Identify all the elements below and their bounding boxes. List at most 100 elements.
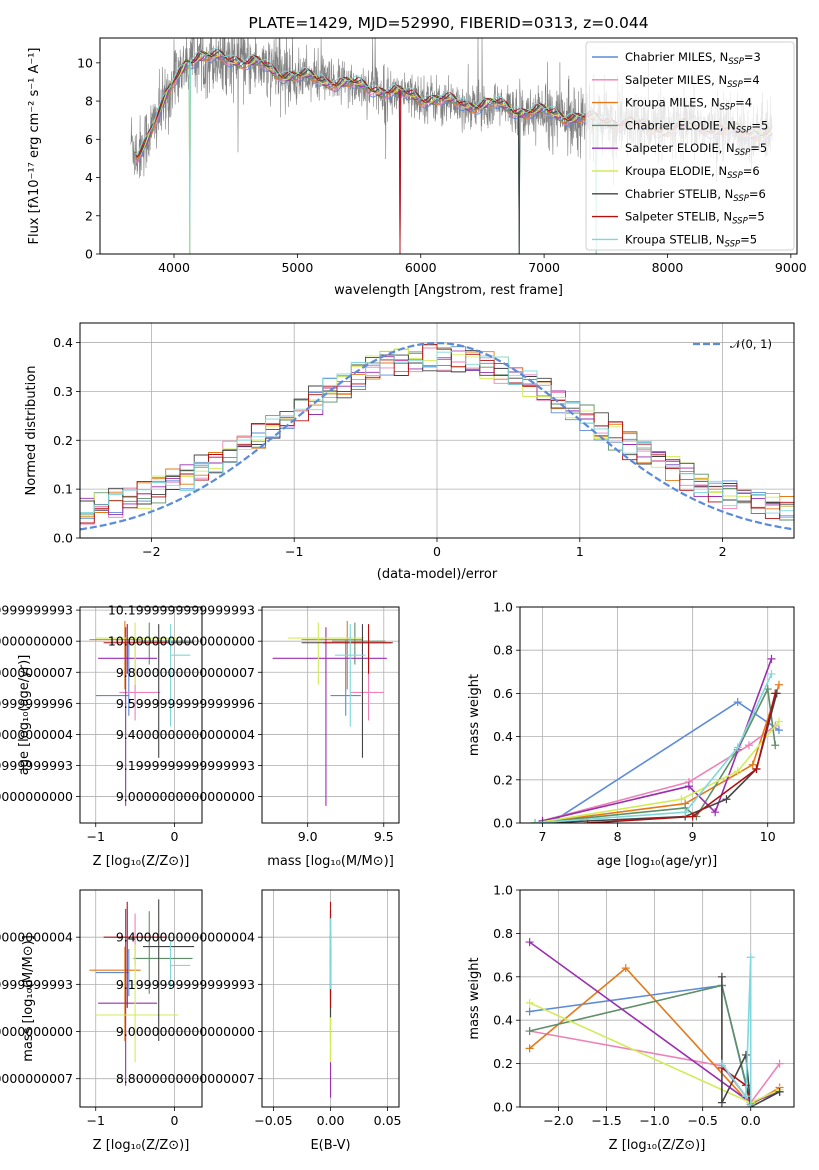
mass-vs-Z-ytick-label-3: 9.4000000000000004 bbox=[0, 930, 73, 945]
mass-weight-vs-age-ytick-label-2: 0.4 bbox=[493, 729, 513, 744]
mass-weight-vs-Z-marker-2-0 bbox=[525, 1044, 534, 1053]
spectrum-xtick-label-2: 6000 bbox=[405, 260, 437, 275]
mass-weight-vs-Z-marker-2-1 bbox=[621, 964, 630, 973]
age-vs-Z-ytick-label-3: 9.5999999999999996 bbox=[0, 696, 73, 711]
mass-weight-vs-age-xlabel: age [log₁₀(age/yr)] bbox=[597, 854, 718, 869]
mass-weight-vs-age-series-5 bbox=[534, 720, 780, 823]
legend-label-6: Chabrier STELIB, NSSP=6 bbox=[625, 187, 766, 204]
mass-weight-vs-Z-xtick-label-4: 0.0 bbox=[741, 1113, 761, 1128]
mass-weight-vs-Z-marker-6-2 bbox=[741, 1050, 750, 1059]
residuals-ytick-label-3: 0.3 bbox=[53, 384, 73, 399]
residuals-xtick-label-3: 1 bbox=[576, 544, 584, 559]
spectrum-ytick-label-2: 4 bbox=[85, 170, 93, 185]
mass-weight-vs-age-panel: 7 8 9 10 0.0 0.2 0.4 0.6 0.8 1.0 age [log₁₀(age/yr… bbox=[467, 600, 795, 869]
residuals-xtick-label-1: −1 bbox=[285, 544, 303, 559]
age-vs-Z-ytick-label-5: 10.0000000000000000 bbox=[0, 634, 73, 649]
age-vs-Z-xtick-label-1: 0 bbox=[170, 829, 178, 844]
gaussian-legend-label: 𝒩(0, 1) bbox=[730, 337, 772, 351]
mass-weight-vs-Z-marker-6-0 bbox=[717, 972, 726, 981]
mass-vs-Z-xtick-label-0: −1 bbox=[87, 1113, 105, 1128]
age-vs-Z-ytick-label-2: 9.4000000000000004 bbox=[0, 727, 73, 742]
residuals-ytick-label-0: 0.0 bbox=[53, 531, 73, 546]
legend-label-7: Salpeter STELIB, NSSP=5 bbox=[625, 210, 765, 227]
mass-vs-Z-ytick-label-1: 9.0000000000000000 bbox=[0, 1024, 73, 1039]
mass-weight-vs-Z-marker-8-2 bbox=[746, 953, 755, 962]
age-vs-Z-frame bbox=[79, 606, 203, 824]
age-vs-Z-ytick-label-1: 9.1999999999999993 bbox=[0, 758, 73, 773]
mass-weight-vs-age-ytick-label-0: 0.0 bbox=[493, 816, 513, 831]
age-vs-Z-plot-area bbox=[89, 620, 195, 806]
mass-weight-vs-age-series-4 bbox=[542, 658, 773, 822]
age-vs-mass-xlabel: mass [log₁₀(M/M⊙)] bbox=[267, 854, 394, 869]
spectrum-legend-box bbox=[585, 41, 795, 251]
residuals-xtick-label-0: −2 bbox=[142, 544, 160, 559]
mass-weight-vs-age-plot-area bbox=[531, 654, 783, 823]
mass-weight-vs-Z-marker-1-3 bbox=[775, 1059, 784, 1068]
residuals-ylabel: Normed distribution bbox=[24, 366, 39, 496]
mass-weight-vs-Z-xtick-label-2: −1.0 bbox=[639, 1113, 669, 1128]
mass-vs-EBV-xlabel: E(B-V) bbox=[310, 1138, 350, 1153]
spectrum-panel: 4000 5000 6000 7000 8000 9000 0 2 4 6 8 10 PLATE=142… bbox=[27, 14, 807, 298]
mass-weight-vs-age-marker-5-2 bbox=[733, 767, 742, 776]
mass-weight-vs-age-marker-4-1 bbox=[684, 782, 693, 791]
mass-weight-vs-age-xtick-label-2: 9 bbox=[689, 829, 697, 844]
mass-weight-vs-Z-marker-6-1 bbox=[717, 1098, 726, 1107]
histogram-kroupa-stelib bbox=[80, 350, 794, 514]
mass-weight-vs-age-series-7 bbox=[587, 693, 776, 823]
mass-weight-vs-Z-marker-0-0 bbox=[525, 1007, 534, 1016]
spectrum-legend: Chabrier MILES, NSSP=3 Salpeter MILES, NS… bbox=[585, 41, 795, 251]
mass-weight-vs-age-marker-8-1 bbox=[681, 808, 690, 817]
mass-weight-vs-age-marker-7-0 bbox=[583, 819, 592, 823]
spectrum-ytick-label-4: 8 bbox=[85, 94, 93, 109]
chart-title: PLATE=1429, MJD=52990, FIBERID=0313, z=0… bbox=[248, 14, 648, 32]
mass-weight-vs-age-series-6 bbox=[542, 693, 778, 823]
mass-vs-EBV-frame bbox=[261, 889, 400, 1108]
mass-vs-EBV-xtick-label-0: −0.05 bbox=[254, 1113, 292, 1128]
mass-vs-Z-plot-area bbox=[89, 899, 195, 1086]
mass-weight-vs-Z-marker-5-0 bbox=[525, 998, 534, 1007]
spectrum-xtick-label-4: 8000 bbox=[652, 260, 684, 275]
mass-weight-vs-Z-ytick-label-2: 0.4 bbox=[493, 1013, 513, 1028]
spectrum-xtick-label-0: 4000 bbox=[158, 260, 190, 275]
mass-weight-vs-age-marker-0-1 bbox=[733, 698, 742, 707]
spectrum-ytick-label-1: 2 bbox=[85, 208, 93, 223]
mass-weight-vs-age-xtick-label-1: 8 bbox=[614, 829, 622, 844]
mass-weight-vs-age-ytick-label-4: 0.8 bbox=[493, 643, 513, 658]
mass-weight-vs-age-marker-1-2 bbox=[744, 741, 753, 750]
residuals-panel: −2 −1 0 1 2 0.0 0.1 0.2 0.3 0.4 (data-model)/error… bbox=[24, 322, 795, 582]
histogram-chabrier-stelib bbox=[80, 349, 794, 505]
age-vs-mass-ytick-label-0: 9.0000000000000000 bbox=[116, 789, 255, 804]
mass-weight-vs-Z-ytick-label-3: 0.6 bbox=[493, 969, 513, 984]
spectrum-xtick-label-5: 9000 bbox=[775, 260, 807, 275]
age-vs-Z-ytick-label-6: 10.1999999999999993 bbox=[0, 603, 73, 618]
legend-label-1: Salpeter MILES, NSSP=4 bbox=[625, 73, 760, 90]
mass-vs-EBV-ytick-label-2: 9.1999999999999993 bbox=[116, 977, 255, 992]
spectrum-xtick-label-1: 5000 bbox=[281, 260, 313, 275]
mass-weight-vs-age-series-2 bbox=[534, 684, 780, 823]
legend-label-2: Kroupa MILES, NSSP=4 bbox=[625, 96, 752, 113]
residuals-xtick-label-4: 2 bbox=[719, 544, 727, 559]
spectrum-ytick-label-5: 10 bbox=[77, 55, 93, 70]
age-vs-mass-ytick-label-2: 9.4000000000000004 bbox=[116, 727, 255, 742]
mass-weight-vs-age-ylabel: mass weight bbox=[467, 674, 482, 756]
legend-label-8: Kroupa STELIB, NSSP=5 bbox=[625, 232, 757, 249]
mass-weight-vs-age-marker-4-2 bbox=[711, 808, 720, 817]
mass-weight-vs-age-ytick-label-1: 0.2 bbox=[493, 772, 513, 787]
mass-weight-vs-age-marker-7-1 bbox=[688, 812, 697, 821]
mass-vs-EBV-ytick-label-3: 9.4000000000000004 bbox=[116, 930, 255, 945]
mass-weight-vs-Z-xlabel: Z [log₁₀(Z/Z⊙)] bbox=[609, 1138, 706, 1153]
mass-vs-EBV-xtick-label-2: 0.05 bbox=[374, 1113, 402, 1128]
mass-weight-vs-Z-plot-area bbox=[525, 938, 784, 1107]
legend-label-3: Chabrier ELODIE, NSSP=5 bbox=[625, 118, 768, 135]
mass-weight-vs-age-marker-6-2 bbox=[722, 795, 731, 804]
mass-weight-vs-Z-ytick-label-1: 0.2 bbox=[493, 1056, 513, 1071]
gaussian-reference-curve bbox=[80, 342, 794, 531]
age-vs-mass-xtick-label-0: 9.0 bbox=[298, 829, 318, 844]
age-vs-mass-panel: 9.0 9.5 9.0000000000000000 9.19999999999999… bbox=[108, 603, 400, 869]
spectrum-ylabel: Flux [fλ10⁻¹⁷ erg cm⁻² s⁻¹ A⁻¹] bbox=[27, 48, 42, 245]
legend-label-4: Salpeter ELODIE, NSSP=5 bbox=[625, 141, 767, 158]
legend-label-0: Chabrier MILES, NSSP=3 bbox=[625, 50, 761, 67]
residuals-ytick-label-4: 0.4 bbox=[53, 335, 73, 350]
mass-weight-vs-Z-ylabel: mass weight bbox=[467, 957, 482, 1039]
mass-weight-vs-Z-ytick-label-4: 0.8 bbox=[493, 926, 513, 941]
